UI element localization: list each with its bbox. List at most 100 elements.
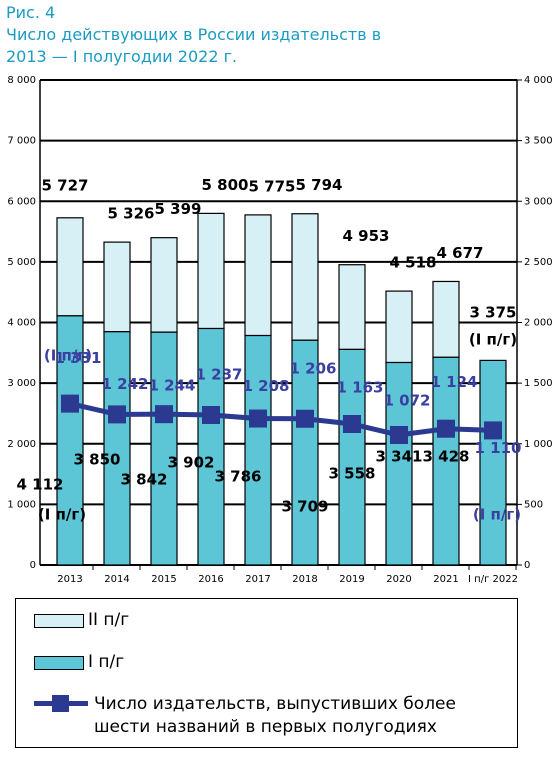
line bbox=[69, 401, 494, 438]
line-label: 1 237 bbox=[196, 366, 243, 384]
y-tick-label: 7 000 bbox=[7, 136, 36, 147]
y2-tick-label: 4 000 bbox=[524, 75, 553, 86]
line-label: 1 163 bbox=[337, 378, 384, 396]
y-tick-label: 8 000 bbox=[7, 75, 36, 86]
bar-label: 3 428 bbox=[423, 448, 470, 466]
line-label: 1 124 bbox=[431, 373, 478, 391]
x-tick-label: 2018 bbox=[292, 574, 317, 585]
legend-item: Число издательств, выпустивших более шес… bbox=[34, 693, 464, 739]
y-tick-label: 5 000 bbox=[7, 257, 36, 268]
y-tick-label: 4 000 bbox=[7, 318, 36, 329]
bar-first-half bbox=[338, 348, 366, 566]
bar-second-half bbox=[103, 241, 131, 333]
bar-first-half bbox=[244, 334, 272, 566]
total-label: 5 727 bbox=[42, 176, 89, 194]
legend-swatch bbox=[34, 613, 84, 628]
bar-label: 3 709 bbox=[282, 498, 329, 516]
legend-label: II п/г bbox=[88, 610, 130, 630]
total-label: 5 794 bbox=[296, 176, 343, 194]
bar-label: 3 850 bbox=[74, 451, 121, 469]
line-marker bbox=[296, 409, 314, 428]
bar-first-half bbox=[197, 327, 225, 566]
legend-line bbox=[34, 693, 88, 713]
total-label: 4 518 bbox=[390, 254, 437, 272]
header: Рис. 4 Число действующих в России издате… bbox=[6, 2, 386, 68]
bar-label: 3 786 bbox=[215, 468, 262, 486]
total-label: 5 800 bbox=[202, 176, 249, 194]
line-label: 1 208 bbox=[243, 377, 290, 395]
total-label: 4 953 bbox=[343, 227, 390, 245]
bar-first-half bbox=[432, 356, 460, 566]
line-marker bbox=[437, 419, 455, 438]
y-tick-label: 1 000 bbox=[7, 499, 36, 510]
bar-second-half bbox=[385, 290, 413, 364]
line-marker bbox=[155, 405, 173, 424]
y2-tick-label: 2 000 bbox=[524, 318, 553, 329]
x-tick-label: 2019 bbox=[339, 574, 364, 585]
y2-tick-label: 2 500 bbox=[524, 257, 553, 268]
annotation: (I п/г) bbox=[44, 347, 92, 365]
bar-second-half bbox=[338, 264, 366, 350]
bar-second-half bbox=[244, 214, 272, 337]
y2-tick-label: 1 500 bbox=[524, 378, 553, 389]
x-tick-label: 2016 bbox=[198, 574, 223, 585]
total-label: 4 677 bbox=[437, 244, 484, 262]
annotation: (I п/г) bbox=[38, 506, 86, 524]
bar-first-half bbox=[291, 339, 319, 566]
total-label: 5 326 bbox=[108, 205, 155, 223]
bar-label: 3 375 bbox=[470, 304, 517, 322]
bar-first-half bbox=[150, 331, 178, 566]
line-label: 1 110 bbox=[475, 439, 522, 457]
legend-label: Число издательств, выпустивших более шес… bbox=[94, 694, 456, 737]
line-marker bbox=[61, 394, 79, 413]
annotation: (I п/г) bbox=[473, 506, 521, 524]
legend-label: I п/г bbox=[88, 652, 125, 672]
line-label: 1 072 bbox=[384, 392, 431, 410]
y2-tick-label: 1 000 bbox=[524, 439, 553, 450]
total-label: 5 399 bbox=[155, 200, 202, 218]
line-label: 1 242 bbox=[102, 375, 149, 393]
line-marker bbox=[249, 409, 267, 428]
y2-tick-label: 500 bbox=[524, 499, 543, 510]
y2-tick-label: 0 bbox=[524, 560, 530, 571]
x-tick-label: 2013 bbox=[57, 574, 82, 585]
line-marker bbox=[343, 414, 361, 433]
legend-item: I п/г bbox=[34, 651, 124, 674]
bar-second-half bbox=[197, 212, 225, 330]
line-label: 1 331 bbox=[55, 349, 102, 367]
bar-label: 3 842 bbox=[121, 471, 168, 489]
y-tick-label: 2 000 bbox=[7, 439, 36, 450]
x-tick-label: 2015 bbox=[151, 574, 176, 585]
line-label: 1 244 bbox=[149, 377, 196, 395]
legend-marker bbox=[52, 695, 69, 712]
y-tick-label: 3 000 bbox=[7, 378, 36, 389]
bar-second-half bbox=[291, 213, 319, 341]
y-tick-label: 0 bbox=[30, 560, 36, 571]
annotation: (I п/г) bbox=[469, 331, 517, 349]
figure-label: Рис. 4 bbox=[6, 3, 56, 22]
bar-second-half bbox=[150, 237, 178, 333]
line-marker bbox=[108, 405, 126, 424]
bar-label: 3 902 bbox=[168, 454, 215, 472]
y2-tick-label: 3 500 bbox=[524, 136, 553, 147]
x-tick-label: 2017 bbox=[245, 574, 270, 585]
bar-second-half bbox=[432, 280, 460, 358]
legend: II п/г I п/г Число издательств, выпустивши… bbox=[15, 598, 518, 748]
line-marker bbox=[202, 406, 220, 425]
bar-label: 3 558 bbox=[329, 465, 376, 483]
legend-swatch bbox=[34, 655, 84, 670]
x-tick-label: 2021 bbox=[433, 574, 458, 585]
bar-label: 4 112 bbox=[17, 476, 64, 494]
chart: 0 1 000 2 000 3 000 4 000 5 000 6 000 7 000 8 00… bbox=[7, 75, 553, 585]
bar-first-half bbox=[103, 330, 131, 566]
line-marker bbox=[390, 426, 408, 445]
bar-first-half bbox=[479, 359, 507, 566]
legend-item: II п/г bbox=[34, 609, 129, 632]
y-tick-label: 6 000 bbox=[7, 196, 36, 207]
x-tick-label: I п/г 2022 bbox=[468, 574, 518, 585]
line-label: 1 206 bbox=[290, 359, 337, 377]
line-marker bbox=[484, 421, 502, 440]
x-tick-label: 2014 bbox=[104, 574, 129, 585]
x-tick-label: 2020 bbox=[386, 574, 411, 585]
